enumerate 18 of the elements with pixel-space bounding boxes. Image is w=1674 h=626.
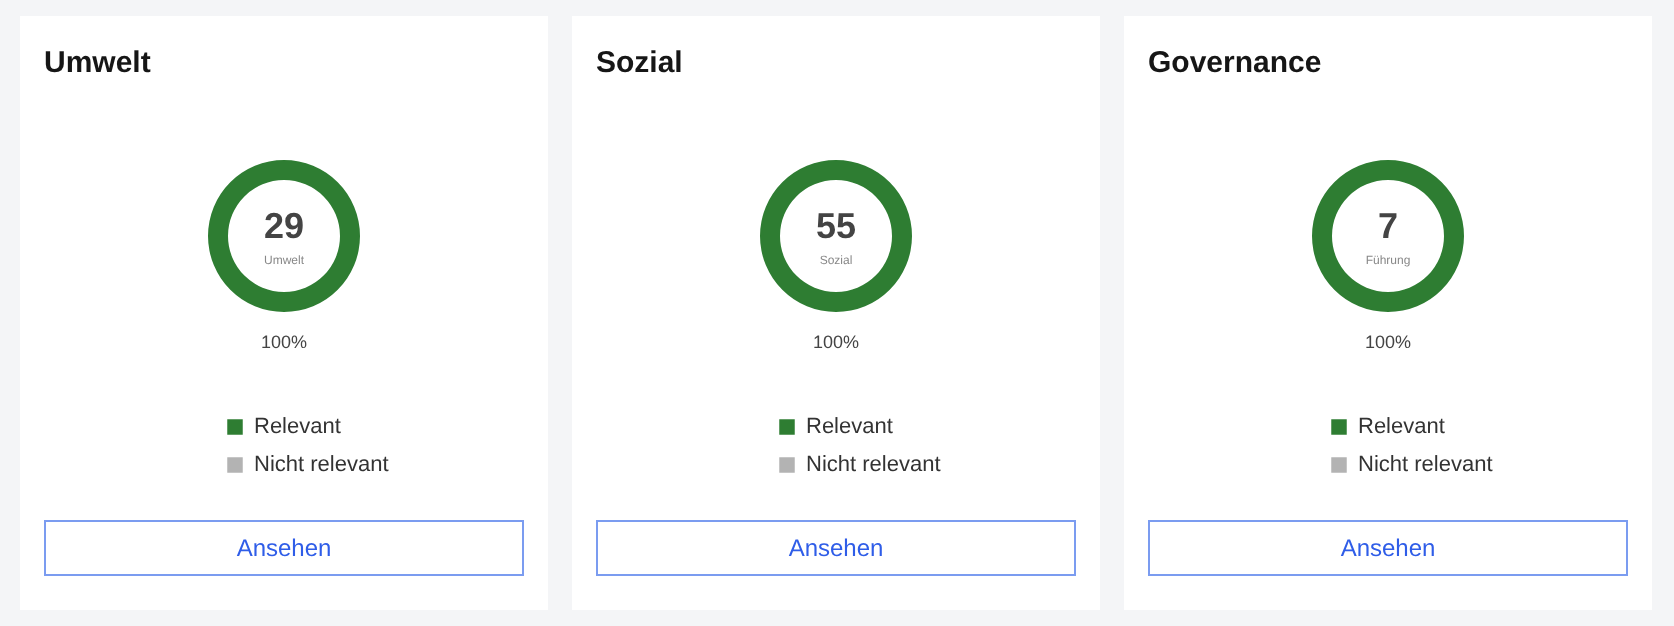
legend-label: Relevant xyxy=(1358,415,1445,439)
chart-title: Umwelt xyxy=(44,46,151,80)
chart-title: Governance xyxy=(1148,46,1322,80)
view-button: Ansehen xyxy=(44,520,524,576)
text: 55 xyxy=(815,206,857,246)
view-button: Ansehen xyxy=(1148,520,1628,576)
legend-label: Relevant xyxy=(806,415,893,439)
view-button: Ansehen xyxy=(596,520,1076,576)
legend-label: Relevant xyxy=(254,415,341,439)
legend-label: Nicht relevant xyxy=(254,453,389,477)
text: 7 xyxy=(1377,206,1399,246)
data-label: 100% xyxy=(812,332,860,352)
chart-title: Sozial xyxy=(596,46,683,80)
data-label: 100% xyxy=(260,332,308,352)
text: 29 xyxy=(263,206,305,246)
data-label: 100% xyxy=(1364,332,1412,352)
legend-label: Nicht relevant xyxy=(806,453,941,477)
legend-label: Nicht relevant xyxy=(1358,453,1493,477)
